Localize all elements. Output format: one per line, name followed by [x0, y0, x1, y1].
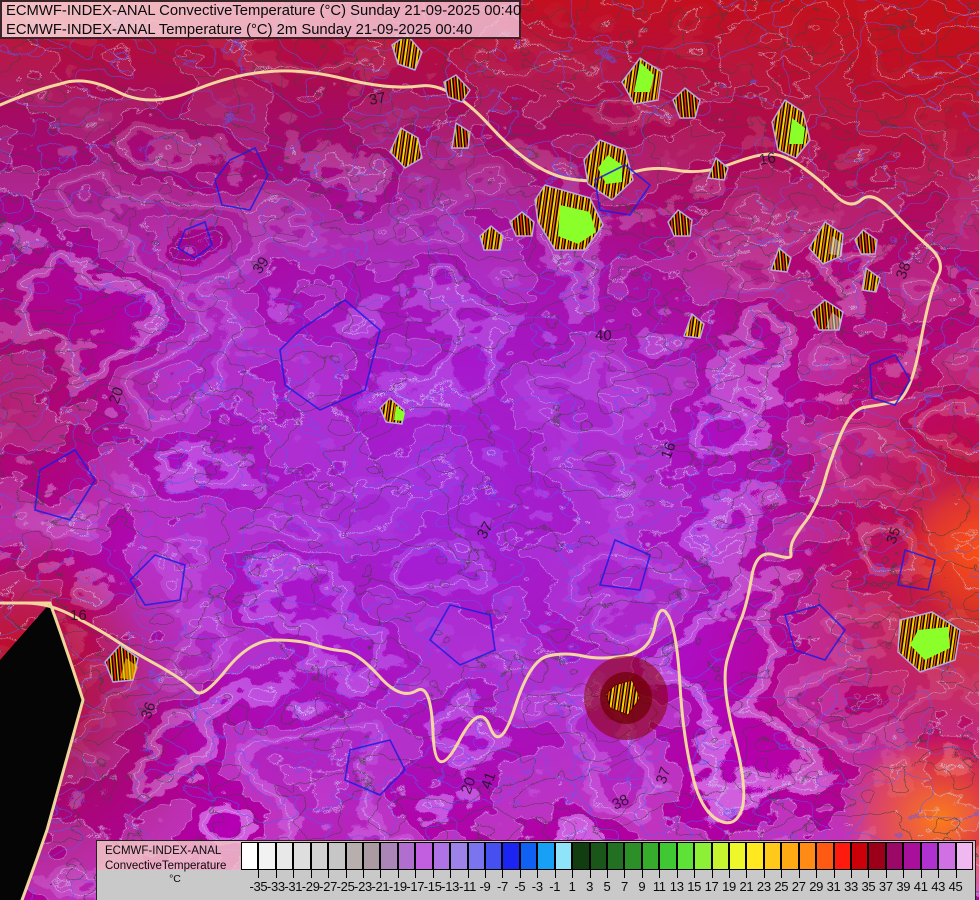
svg-text:40: 40	[595, 327, 612, 344]
svg-text:16: 16	[70, 607, 87, 624]
svg-text:16: 16	[758, 149, 777, 169]
svg-text:37: 37	[368, 89, 387, 109]
